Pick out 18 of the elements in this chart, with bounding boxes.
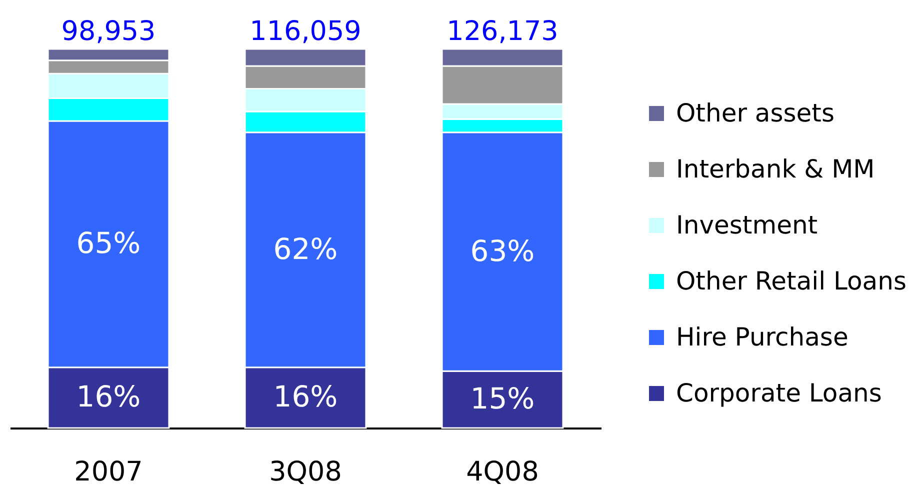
legend-label: Other Retail Loans — [676, 266, 906, 296]
data-label: 15% — [470, 382, 535, 416]
x-tick-label: 4Q08 — [466, 456, 539, 488]
data-label: 63% — [470, 234, 535, 268]
legend-label: Investment — [676, 210, 818, 240]
annotation: 126,173 — [446, 16, 558, 47]
data-label: 16% — [273, 380, 338, 414]
data-label: 65% — [76, 226, 141, 260]
annotation: 116,059 — [250, 16, 362, 47]
x-tick-label: 2007 — [74, 456, 143, 488]
legend-label: Interbank & MM — [676, 154, 875, 184]
annotation: 98,953 — [61, 16, 156, 47]
x-tick-label: 3Q08 — [269, 456, 342, 488]
data-label: 62% — [273, 232, 338, 266]
data-label: 16% — [76, 380, 141, 414]
legend-label: Hire Purchase — [676, 322, 848, 352]
legend-label: Corporate Loans — [676, 378, 882, 408]
legend-label: Other assets — [676, 98, 835, 128]
